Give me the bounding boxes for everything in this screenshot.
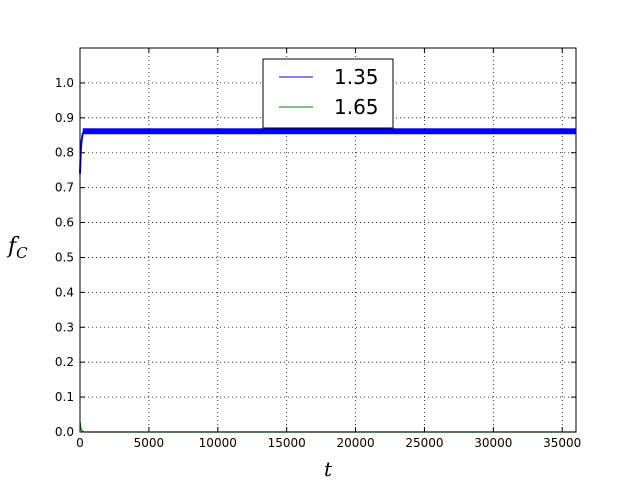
y-tick-label: 0.7 [55, 181, 74, 195]
series-1-line [79, 130, 576, 174]
legend-box [262, 58, 394, 129]
legend-label-1: 1.35 [334, 65, 379, 89]
series-1 [79, 128, 576, 174]
y-axis-label: fC [6, 234, 28, 262]
y-tick-label: 0.6 [55, 216, 74, 230]
x-tick-label: 20000 [336, 436, 374, 450]
x-axis-label: t [324, 457, 333, 480]
y-tick-label: 1.0 [55, 76, 74, 90]
legend-label-2: 1.65 [334, 95, 379, 119]
x-tick-label: 5000 [134, 436, 165, 450]
y-tick-label: 0.9 [55, 111, 74, 125]
x-tick-label: 15000 [268, 436, 306, 450]
series-layer [79, 128, 576, 433]
series-2-line [79, 421, 576, 433]
y-tick-label: 0.5 [55, 250, 74, 264]
ticks [79, 48, 576, 433]
x-tick-label: 10000 [199, 436, 237, 450]
series-2 [79, 421, 576, 433]
y-tick-label: 0.4 [55, 285, 74, 299]
y-tick-label: 0.8 [55, 146, 74, 160]
x-tick-label: 0 [76, 436, 84, 450]
y-tick-label: 0.0 [55, 425, 74, 439]
x-tick-label: 25000 [405, 436, 443, 450]
x-tick-label: 30000 [474, 436, 512, 450]
legend: 1.35 1.65 [262, 58, 394, 129]
y-axis-label-sub: C [16, 244, 28, 262]
x-tick-label: 35000 [543, 436, 581, 450]
y-tick-label: 0.1 [55, 390, 74, 404]
tick-labels: 0 5000 10000 15000 20000 25000 30000 35000 0.0 0.… [55, 76, 581, 450]
y-tick-label: 0.3 [55, 320, 74, 334]
y-tick-label: 0.2 [55, 355, 74, 369]
plot-frame [79, 47, 577, 433]
